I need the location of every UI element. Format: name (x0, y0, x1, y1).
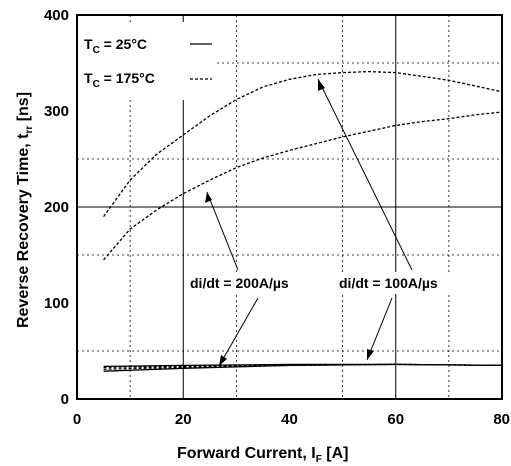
arrow-100-down-head (367, 349, 374, 360)
series-0-line (103, 70, 503, 217)
arrow-200-up (206, 191, 239, 271)
legend-box (78, 22, 216, 100)
series-group (103, 70, 503, 372)
y-tick-label: 400 (44, 7, 69, 24)
arrow-200-up-head (205, 192, 212, 203)
x-tick-label: 40 (281, 411, 298, 428)
legend-entry-0-rest: = 25°C (100, 36, 147, 52)
tick-labels: 0 20 40 60 80 0 100 200 300 400 (44, 7, 510, 428)
y-axis-label: Reverse Recovery Time, trr [ns] (15, 92, 35, 328)
y-tick-label: 200 (44, 199, 69, 216)
series-1-line (103, 111, 503, 261)
y-axis-label-unit: [ns] (15, 92, 32, 126)
y-tick-label: 0 (61, 391, 69, 408)
annotation-100: di/dt = 100A/µs (339, 275, 438, 291)
x-axis-label-main: Forward Current, I (177, 445, 316, 462)
y-tick-label: 300 (44, 103, 69, 120)
legend-entry-0-text: TC = 25°C (84, 36, 147, 56)
legend-entry-0-sub: C (93, 45, 100, 56)
legend-entry-1-rest: = 175°C (100, 70, 155, 86)
x-tick-label: 0 (73, 411, 81, 428)
x-axis-label: Forward Current, IF [A] (177, 445, 348, 465)
y-axis-label-sub: rr (24, 126, 35, 134)
series-5-line (103, 363, 503, 370)
arrow-200-down-head (219, 355, 227, 366)
legend-entry-1-main: T (84, 70, 93, 86)
x-axis-label-unit: [A] (322, 445, 349, 462)
plot-frame (76, 14, 503, 400)
x-axis-label-sub: F (316, 454, 322, 465)
x-tick-label: 60 (387, 411, 404, 428)
annotation-100-bg (336, 272, 468, 294)
y-axis-label-main: Reverse Recovery Time, t (15, 133, 32, 328)
arrow-200-down (218, 297, 259, 367)
y-tick-label: 100 (44, 295, 69, 312)
legend: TC = 25°C TC = 175°C (78, 22, 216, 100)
x-tick-label: 20 (175, 411, 192, 428)
legend-entry-0-main: T (84, 36, 93, 52)
arrow-100-down (366, 297, 393, 361)
x-tick-label: 80 (493, 411, 510, 428)
annotation-200: di/dt = 200A/µs (190, 275, 289, 291)
legend-entry-1-sub: C (93, 79, 100, 90)
annotations: di/dt = 200A/µs di/dt = 100A/µs (187, 78, 468, 367)
arrow-100-up (317, 78, 413, 271)
legend-entry-1-text: TC = 175°C (84, 70, 155, 90)
arrow-100-up-head (318, 79, 325, 91)
annotation-200-bg (187, 272, 317, 294)
